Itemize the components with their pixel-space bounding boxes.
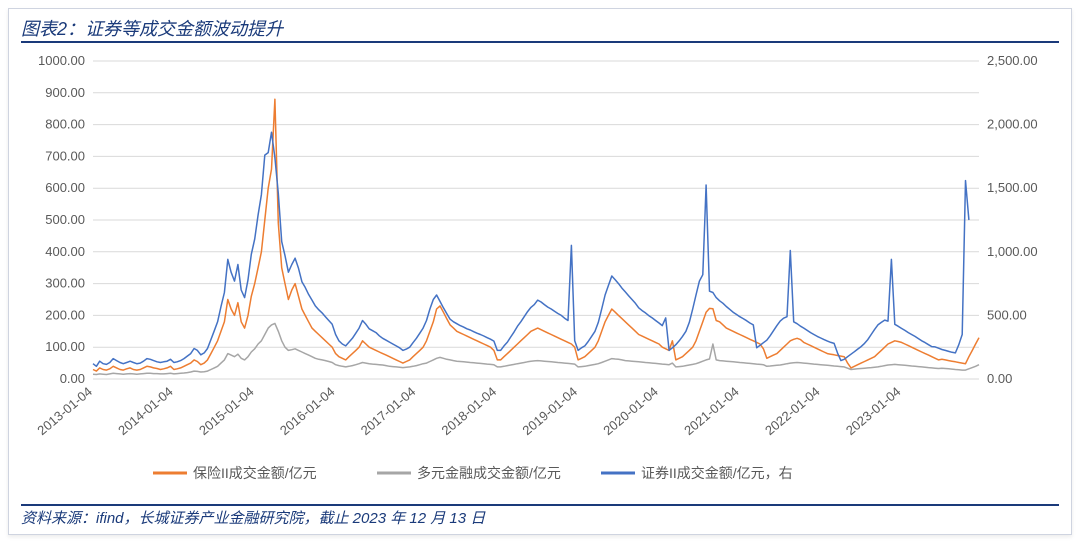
svg-text:证券II成交金额/亿元，右: 证券II成交金额/亿元，右 bbox=[641, 465, 793, 481]
chart-svg: 0.00 100.00 200.00 300.00 400.00 500.00 600.00… bbox=[21, 51, 1057, 491]
svg-text:2,000.00: 2,000.00 bbox=[987, 117, 1038, 132]
svg-text:多元金融成交金额/亿元: 多元金融成交金额/亿元 bbox=[417, 465, 561, 481]
svg-text:1,500.00: 1,500.00 bbox=[987, 180, 1038, 195]
svg-text:600.00: 600.00 bbox=[45, 180, 85, 195]
svg-text:200.00: 200.00 bbox=[45, 307, 85, 322]
svg-text:800.00: 800.00 bbox=[45, 117, 85, 132]
svg-text:300.00: 300.00 bbox=[45, 276, 85, 291]
svg-text:0.00: 0.00 bbox=[987, 371, 1012, 386]
chart-area: 0.00 100.00 200.00 300.00 400.00 500.00 600.00… bbox=[21, 51, 1059, 494]
svg-text:700.00: 700.00 bbox=[45, 148, 85, 163]
svg-text:保险II成交金额/亿元: 保险II成交金额/亿元 bbox=[193, 465, 317, 481]
source-bar: 资料来源：ifind，长城证券产业金融研究院，截止 2023 年 12 月 13… bbox=[21, 504, 1059, 528]
svg-text:500.00: 500.00 bbox=[987, 307, 1027, 322]
svg-text:900.00: 900.00 bbox=[45, 85, 85, 100]
chart-frame: 图表2：证券等成交金额波动提升 0.00 100.00 200.00 300.00 40… bbox=[8, 8, 1072, 535]
svg-text:0.00: 0.00 bbox=[60, 371, 85, 386]
svg-text:400.00: 400.00 bbox=[45, 244, 85, 259]
svg-text:1000.00: 1000.00 bbox=[38, 53, 85, 68]
svg-text:500.00: 500.00 bbox=[45, 212, 85, 227]
source-text: 资料来源：ifind，长城证券产业金融研究院，截止 2023 年 12 月 13… bbox=[21, 507, 485, 528]
title-bar: 图表2：证券等成交金额波动提升 bbox=[21, 15, 1059, 43]
svg-text:100.00: 100.00 bbox=[45, 339, 85, 354]
svg-text:2,500.00: 2,500.00 bbox=[987, 53, 1038, 68]
chart-title: 图表2：证券等成交金额波动提升 bbox=[21, 15, 283, 41]
svg-text:1,000.00: 1,000.00 bbox=[987, 244, 1038, 259]
